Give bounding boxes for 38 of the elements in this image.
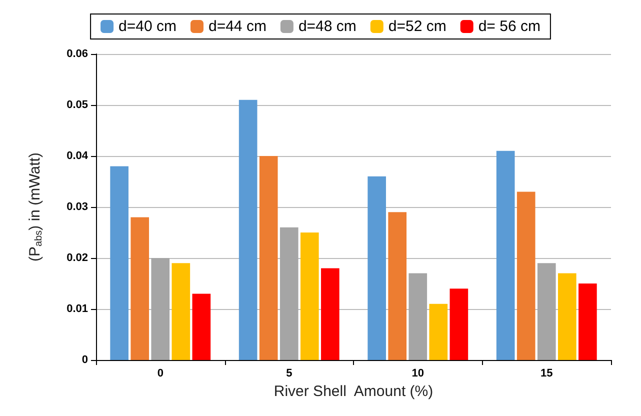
bar — [450, 288, 468, 360]
legend-label: d=44 cm — [208, 18, 266, 35]
bar — [408, 273, 428, 360]
y-tick-label: 0.03 — [66, 201, 88, 213]
y-tick-label: 0.05 — [66, 99, 88, 111]
legend-label: d=40 cm — [118, 18, 176, 35]
bar — [300, 232, 319, 360]
bar — [259, 156, 278, 360]
bar — [537, 263, 556, 360]
bar — [130, 217, 150, 360]
bar — [368, 176, 386, 360]
x-tick-label: 15 — [540, 368, 553, 380]
y-tick-label: 0.04 — [66, 150, 89, 162]
x-tick-label: 0 — [157, 368, 164, 380]
bar — [578, 284, 597, 360]
bar — [429, 304, 448, 360]
y-tick-label: 0 — [82, 354, 88, 366]
bar — [516, 192, 536, 360]
bar — [321, 268, 340, 360]
y-axis-title: (Pabs) in (mWatt) — [26, 152, 44, 262]
y-tick-label: 0.02 — [66, 252, 88, 264]
x-tick-label: 5 — [286, 368, 292, 380]
y-tick-label: 0.01 — [66, 303, 88, 315]
legend-label: d=52 cm — [388, 18, 446, 35]
x-tick-label: 10 — [412, 368, 424, 380]
bar — [558, 273, 576, 360]
bar — [238, 100, 258, 360]
bar — [388, 212, 407, 360]
legend-label: d= 56 cm — [478, 18, 540, 35]
bar — [151, 258, 170, 360]
bar — [172, 263, 190, 360]
legend-label: d=48 cm — [298, 18, 356, 35]
bar — [110, 166, 128, 360]
x-axis-title: River Shell Amount (%) — [274, 383, 434, 400]
bar — [192, 294, 211, 360]
bar — [280, 227, 298, 360]
bar — [496, 150, 515, 360]
y-tick-label: 0.06 — [66, 48, 88, 60]
